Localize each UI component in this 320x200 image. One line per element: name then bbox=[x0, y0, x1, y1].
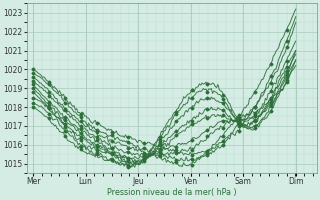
X-axis label: Pression niveau de la mer( hPa ): Pression niveau de la mer( hPa ) bbox=[107, 188, 236, 197]
